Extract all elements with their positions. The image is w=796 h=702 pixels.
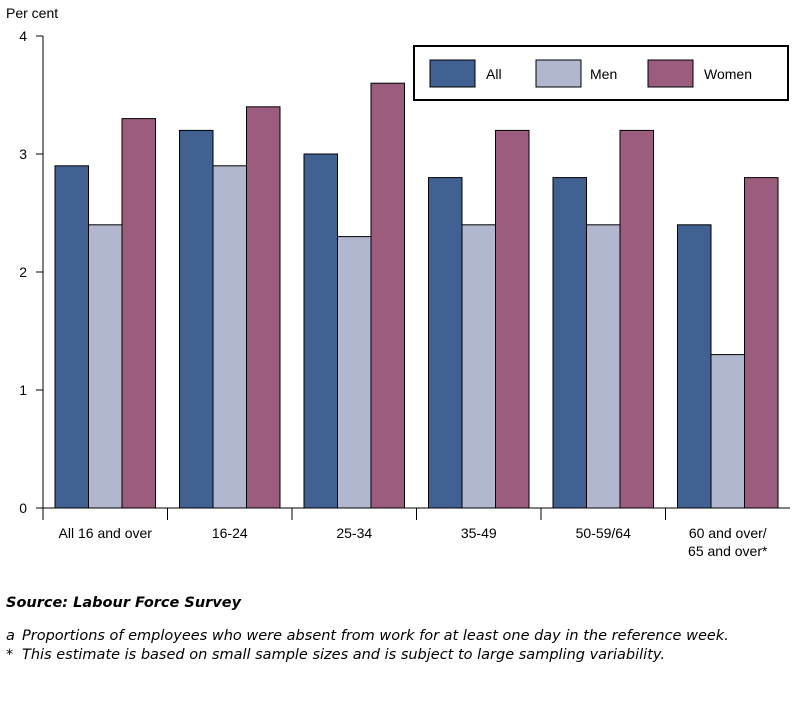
bar-men <box>710 354 745 509</box>
y-tick-label: 0 <box>19 500 27 516</box>
legend-label-men: Men <box>590 66 617 82</box>
x-tick-label: 16-24 <box>212 525 248 541</box>
bar-men <box>212 165 247 509</box>
bar-women <box>495 129 530 509</box>
x-tick-label: 25-34 <box>336 525 372 541</box>
bars <box>54 82 779 509</box>
legend-box <box>413 45 789 101</box>
bar-men <box>586 224 621 509</box>
legend-swatch-women <box>647 59 694 88</box>
y-tick-label: 2 <box>19 264 27 280</box>
x-tick-label: All 16 and over <box>59 525 153 541</box>
bar-women <box>619 129 654 509</box>
bar-all <box>428 177 463 509</box>
bar-all <box>54 165 89 509</box>
footnote: a Proportions of employees who were absen… <box>6 627 792 646</box>
x-tick-label: 60 and over/65 and over* <box>688 525 768 559</box>
bar-chart: Per cent 0 1 2 3 4 All 16 and over 16-24 25-34 3… <box>6 5 790 559</box>
y-tick-label: 3 <box>19 146 27 162</box>
footnote-mark: * <box>6 647 14 663</box>
bar-women <box>121 118 156 509</box>
footnote: * This estimate is based on small sample … <box>6 646 792 665</box>
y-tick-label: 4 <box>19 28 27 44</box>
y-tick-label: 1 <box>19 382 27 398</box>
legend-label-all: All <box>486 66 502 82</box>
source-note: Source: Labour Force Survey <box>6 595 242 611</box>
legend-swatch-men <box>535 59 582 88</box>
footnote-text: Proportions of employees who were absent… <box>22 628 729 644</box>
chart-notes: Source: Labour Force Survey a Proportions… <box>6 594 792 665</box>
bar-men <box>337 236 372 509</box>
bar-all <box>677 224 712 509</box>
bar-women <box>744 177 779 509</box>
legend: All Men Women <box>413 45 789 101</box>
bar-women <box>370 82 405 509</box>
bar-men <box>461 224 496 509</box>
footnotes: a Proportions of employees who were absen… <box>6 627 792 665</box>
bar-men <box>88 224 123 509</box>
x-tick-label: 35-49 <box>461 525 497 541</box>
y-axis-label: Per cent <box>6 5 58 21</box>
footnote-text: This estimate is based on small sample s… <box>22 647 665 663</box>
footnote-mark: a <box>6 628 15 644</box>
bar-all <box>303 153 338 509</box>
bar-women <box>246 106 281 509</box>
x-tick-label: 50-59/64 <box>576 525 631 541</box>
legend-swatch-all <box>429 59 476 88</box>
legend-label-women: Women <box>704 66 752 82</box>
axes: 0 1 2 3 4 All 16 and over 16-24 25-34 35-49 50-59… <box>19 28 790 559</box>
bar-all <box>552 177 587 509</box>
bar-all <box>179 129 214 509</box>
